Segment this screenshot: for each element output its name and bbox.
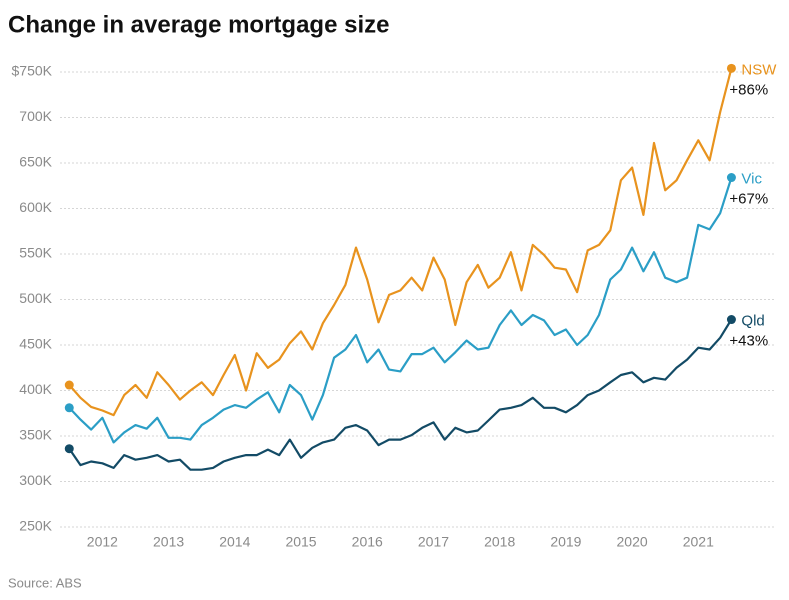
x-tick-label: 2017 <box>418 534 449 550</box>
series-label: NSW <box>741 61 777 78</box>
end-dot <box>726 63 736 73</box>
y-tick-label: 450K <box>19 336 52 352</box>
y-tick-label: $750K <box>12 63 53 79</box>
series-line <box>68 318 733 471</box>
start-dot <box>64 380 74 390</box>
x-tick-label: 2013 <box>153 534 184 550</box>
x-tick-label: 2020 <box>617 534 648 550</box>
end-dot <box>726 315 736 325</box>
y-tick-label: 600K <box>19 199 52 215</box>
y-tick-label: 400K <box>19 381 52 397</box>
chart-title: Change in average mortgage size <box>8 11 389 38</box>
series-label: Vic <box>741 171 762 188</box>
x-tick-label: 2014 <box>219 534 250 550</box>
series-line <box>68 68 733 417</box>
start-dot <box>64 444 74 454</box>
y-tick-label: 300K <box>19 472 52 488</box>
y-tick-label: 650K <box>19 154 52 170</box>
y-tick-label: 550K <box>19 245 52 261</box>
x-tick-label: 2018 <box>484 534 515 550</box>
series-label: Qld <box>741 312 764 329</box>
x-tick-label: 2021 <box>683 534 714 550</box>
y-tick-label: 500K <box>19 290 52 306</box>
start-dot <box>64 403 74 413</box>
x-tick-label: 2012 <box>87 534 118 550</box>
series-change: +43% <box>729 332 768 349</box>
y-tick-label: 250K <box>19 518 52 534</box>
series-change: +86% <box>729 81 768 98</box>
source: Source: ABS <box>8 575 82 590</box>
series-line <box>68 177 733 444</box>
y-tick-label: 700K <box>19 108 52 124</box>
y-tick-label: 350K <box>19 427 52 443</box>
x-tick-label: 2015 <box>285 534 316 550</box>
end-dot <box>726 173 736 183</box>
x-tick-label: 2019 <box>550 534 581 550</box>
series-change: +67% <box>729 191 768 208</box>
x-tick-label: 2016 <box>352 534 383 550</box>
